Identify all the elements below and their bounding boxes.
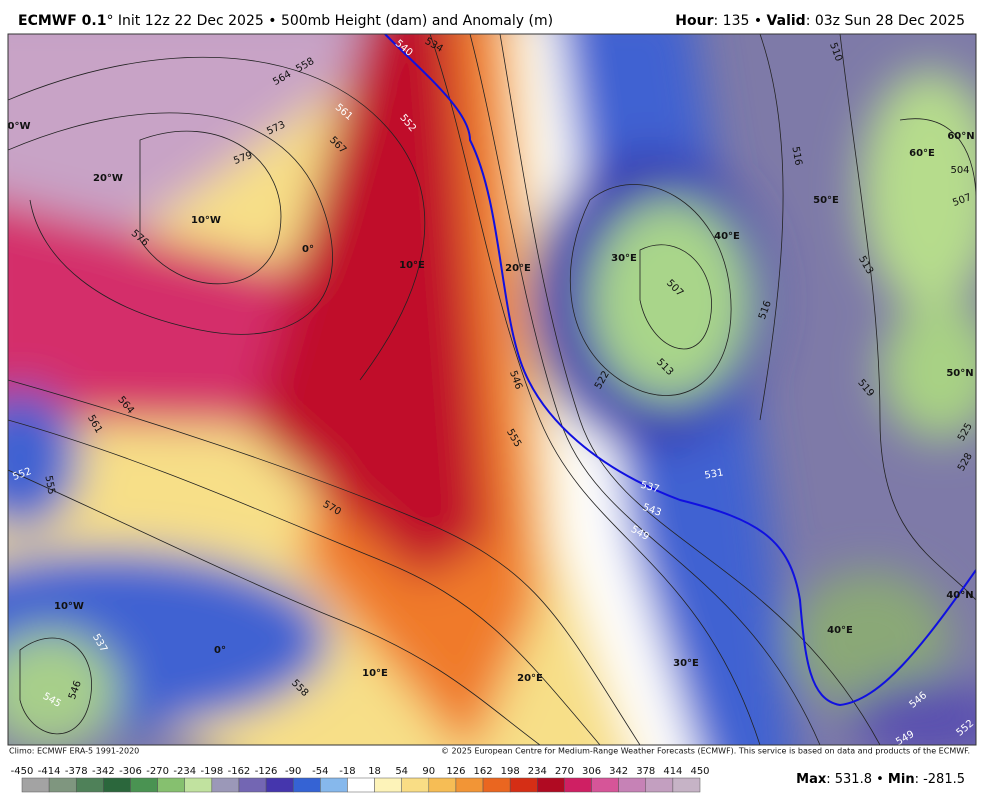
colorbar-tick-label: -198 [200, 766, 223, 777]
colorbar-tick-label: 162 [473, 766, 492, 777]
graticule-label: 40°N [946, 590, 973, 601]
colorbar-tick-label: 270 [555, 766, 574, 777]
colorbar-cell [75, 777, 104, 793]
title-rest: ° Init 12z 22 Dec 2025 • 500mb Height (d… [106, 13, 553, 29]
min-value: : -281.5 [915, 772, 965, 787]
graticule-label: 40°E [827, 625, 853, 636]
graticule-label: 10°E [362, 668, 388, 679]
colorbar-tick-label: -90 [285, 766, 301, 777]
colorbar-tick-label: -306 [119, 766, 142, 777]
colorbar-tick-label: -234 [173, 766, 196, 777]
graticule-label: 30°E [611, 253, 637, 264]
colorbar-tick-label: 126 [446, 766, 465, 777]
min-label: Min [888, 772, 915, 787]
colorbar-tick-label: 342 [609, 766, 628, 777]
colorbar-cell [347, 777, 375, 793]
copyright: © 2025 European Centre for Medium-Range … [441, 747, 970, 756]
colorbar-cell [103, 777, 131, 793]
colorbar-tick-label: 198 [501, 766, 520, 777]
colorbar-tick-label: -126 [255, 766, 278, 777]
header-valid: Hour: 135 • Valid: 03z Sun 28 Dec 2025 [675, 13, 965, 29]
graticule-label: 0° [302, 244, 314, 255]
colorbar-cell [238, 777, 267, 793]
colorbar-tick-label: 306 [582, 766, 601, 777]
colorbar-tick-label: -378 [65, 766, 88, 777]
climo-note: Climo: ECMWF ERA-5 1991-2020 [9, 747, 139, 756]
valid-value: : 03z Sun 28 Dec 2025 [806, 13, 965, 29]
map-frame [7, 33, 977, 746]
header-title: ECMWF 0.1° Init 12z 22 Dec 2025 • 500mb … [18, 13, 553, 29]
colorbar-cell [320, 777, 348, 793]
contour-label: 531 [704, 467, 725, 481]
colorbar-tick-label: -342 [92, 766, 115, 777]
max-min: Max: 531.8 • Min: -281.5 [796, 772, 965, 787]
colorbar-tick-label: -450 [11, 766, 34, 777]
hour-value: : 135 • [714, 13, 767, 29]
colorbar-cell [591, 777, 619, 793]
graticule-label: 20°E [505, 263, 531, 274]
colorbar-cell [455, 777, 484, 793]
graticule-label: 60°N [947, 131, 974, 142]
colorbar-cell [428, 777, 457, 793]
colorbar-tick-label: 54 [395, 766, 408, 777]
graticule-label: 50°E [813, 195, 839, 206]
graticule-label: 30°E [673, 658, 699, 669]
colorbar-tick-label: -162 [228, 766, 251, 777]
valid-label: Valid [767, 13, 806, 29]
colorbar-cell [537, 777, 565, 793]
graticule-label: 0° [214, 645, 226, 656]
contour-label: 555 [42, 475, 56, 496]
contour-label: 537 [639, 480, 660, 496]
colorbar-cell [130, 777, 158, 793]
model: ECMWF 0.1 [18, 13, 106, 29]
contour-540 [384, 34, 976, 707]
contour-label: 516 [789, 146, 803, 167]
colorbar-cell [645, 777, 674, 793]
colorbar-cell [21, 777, 50, 793]
colorbar-tick-label: -270 [146, 766, 169, 777]
graticule-label: 20°E [517, 673, 543, 684]
colorbar-cell [672, 777, 701, 793]
colorbar: -450 -414 -378 -342 -306 -270 -234 -198 -162 -126… [11, 766, 710, 793]
colorbar-cell [292, 777, 321, 793]
colorbar-tick-label: 450 [690, 766, 709, 777]
colorbar-tick-label: -54 [312, 766, 328, 777]
colorbar-cell [509, 777, 538, 793]
colorbar-cell [482, 777, 511, 793]
graticule-label: 10°E [399, 260, 425, 271]
colorbar-tick-label: -414 [38, 766, 61, 777]
graticule-label: 20°W [93, 173, 123, 184]
colorbar-tick-label: 234 [528, 766, 547, 777]
colorbar-tick-label: 378 [636, 766, 655, 777]
graticule-label: 0°W [8, 121, 31, 132]
colorbar-cell [184, 777, 213, 793]
colorbar-tick-label: 414 [663, 766, 682, 777]
graticule-label: 50°N [946, 368, 973, 379]
hour-label: Hour [675, 13, 713, 29]
colorbar-cell [564, 777, 592, 793]
contour-label: 504 [950, 165, 969, 176]
colorbar-cell [157, 777, 185, 793]
graticule-label: 60°E [909, 148, 935, 159]
colorbar-cell [211, 777, 240, 793]
graticule-label: 40°E [714, 231, 740, 242]
colorbar-cell [374, 777, 402, 793]
graticule-label: 10°W [54, 601, 84, 612]
max-label: Max [796, 772, 827, 787]
colorbar-cell [265, 777, 294, 793]
colorbar-tick-label: -18 [339, 766, 355, 777]
colorbar-cell [618, 777, 647, 793]
max-value: : 531.8 • [826, 772, 888, 787]
height-contours [8, 34, 976, 745]
colorbar-tick-label: 18 [368, 766, 381, 777]
colorbar-cell [401, 777, 430, 793]
colorbar-tick-label: 90 [422, 766, 435, 777]
colorbar-cell [48, 777, 77, 793]
graticule-label: 10°W [191, 215, 221, 226]
